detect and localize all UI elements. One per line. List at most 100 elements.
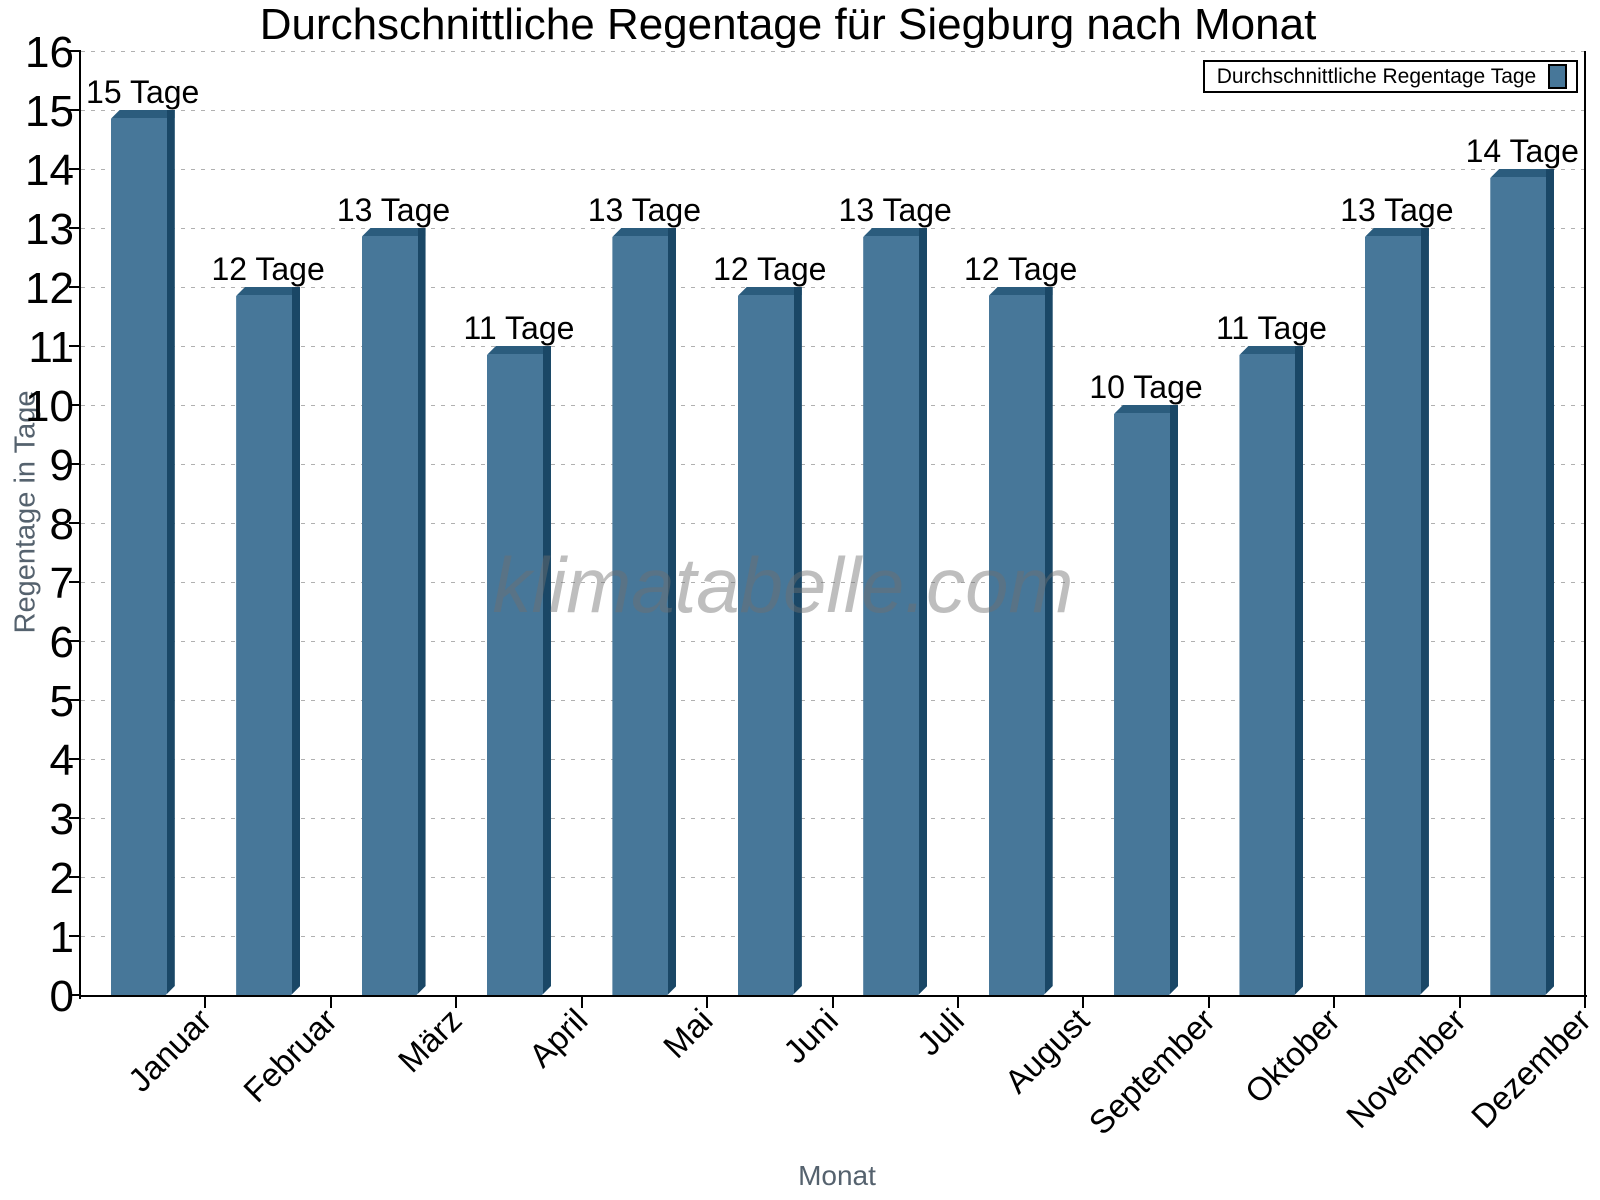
gridline [81, 464, 1584, 465]
y-tick-label: 16 [25, 28, 74, 77]
y-tick-label: 2 [49, 854, 74, 903]
y-tick-label: 11 [28, 323, 74, 372]
legend-swatch-icon [1548, 64, 1567, 89]
y-tick [69, 286, 81, 288]
y-tick-label: 6 [49, 618, 74, 667]
x-tick [204, 997, 207, 1008]
x-tick-label-august: August [997, 1001, 1097, 1101]
x-tick [455, 997, 458, 1008]
y-tick [69, 935, 81, 937]
y-tick [69, 227, 81, 229]
y-tick [69, 50, 81, 52]
x-tick [1207, 997, 1210, 1008]
x-tick [580, 997, 583, 1008]
bar-märz [362, 228, 426, 995]
gridline [81, 51, 1584, 52]
gridline [81, 700, 1584, 701]
chart-title: Durchschnittliche Regentage für Siegburg… [259, 0, 1317, 49]
plot-right-border [1584, 51, 1586, 997]
y-tick-label: 0 [49, 972, 74, 1021]
x-tick-label-februar: Februar [235, 1001, 344, 1110]
gridline [81, 110, 1584, 111]
bar-august [989, 287, 1053, 995]
y-tick [69, 404, 81, 406]
bar-januar [111, 110, 175, 995]
x-tick [1082, 997, 1085, 1008]
x-tick [706, 997, 709, 1008]
x-tick [1458, 997, 1461, 1008]
legend-label: Durchschnittliche Regentage Tage [1216, 64, 1537, 88]
y-tick-label: 1 [49, 913, 74, 962]
bar-value-label: 13 Tage [587, 192, 702, 228]
x-tick-label-märz: März [390, 1001, 470, 1080]
y-tick [69, 699, 81, 701]
y-tick [69, 168, 81, 170]
gridline [81, 641, 1584, 642]
bar-april [487, 346, 551, 995]
gridline [81, 169, 1584, 170]
gridline [81, 877, 1584, 878]
y-tick [69, 876, 81, 878]
gridline [81, 759, 1584, 760]
y-tick [69, 522, 81, 524]
bar-value-label: 15 Tage [86, 74, 200, 110]
bar-value-label: 11 Tage [463, 310, 575, 346]
y-tick [69, 109, 81, 111]
bar-value-label: 12 Tage [211, 251, 325, 287]
y-tick-label: 10 [25, 382, 74, 431]
bar-value-label: 13 Tage [838, 192, 952, 228]
bar-value-label: 12 Tage [713, 251, 827, 287]
x-axis-title: Monat [798, 1160, 876, 1191]
y-tick [69, 640, 81, 642]
y-tick-label: 3 [49, 795, 74, 844]
y-tick [69, 994, 81, 996]
x-tick-label-november: November [1338, 1001, 1473, 1136]
bar-value-label: 11 Tage [1215, 310, 1327, 346]
y-tick [69, 463, 81, 465]
bar-mai [612, 228, 676, 995]
bar-juli [863, 228, 927, 995]
bar-dezember [1490, 169, 1554, 995]
bar-september [1114, 405, 1178, 995]
bar-februar [236, 287, 300, 995]
gridline [81, 287, 1584, 288]
bar-value-label: 13 Tage [1340, 192, 1454, 228]
y-tick-label: 15 [25, 87, 74, 136]
y-tick-label: 7 [49, 559, 74, 608]
bar-value-label: 13 Tage [336, 192, 451, 228]
y-tick [69, 817, 81, 819]
x-axis-line [79, 995, 1587, 997]
x-tick-label-juni: Juni [776, 1001, 846, 1071]
watermark: klimatabelle.com [492, 541, 1074, 629]
y-tick [69, 758, 81, 760]
y-tick [69, 345, 81, 347]
x-tick [956, 997, 959, 1008]
bar-oktober [1239, 346, 1303, 995]
x-tick-label-april: April [521, 1001, 595, 1075]
y-tick [69, 581, 81, 583]
y-tick-label: 12 [25, 264, 74, 313]
bar-november [1365, 228, 1429, 995]
y-tick-label: 5 [49, 677, 74, 726]
x-tick-label-september: September [1081, 1001, 1222, 1142]
gridline [81, 582, 1584, 583]
x-tick [831, 997, 834, 1008]
x-tick [1584, 997, 1586, 1008]
x-tick [1333, 997, 1336, 1008]
legend: Durchschnittliche Regentage Tage [1203, 60, 1578, 93]
x-tick-label-mai: Mai [656, 1001, 720, 1066]
gridline [81, 346, 1584, 347]
x-tick [329, 997, 332, 1008]
x-tick-label-dezember: Dezember [1463, 1001, 1598, 1136]
bar-juni [738, 287, 802, 995]
x-tick-label-januar: Januar [120, 1001, 219, 1099]
bar-value-label: 14 Tage [1465, 133, 1579, 169]
y-axis-line [79, 51, 81, 999]
gridline [81, 523, 1584, 524]
gridline [81, 936, 1584, 937]
gridline [81, 818, 1584, 819]
y-tick-label: 14 [25, 146, 74, 195]
y-tick-label: 8 [49, 500, 74, 549]
x-tick-label-juli: Juli [909, 1001, 971, 1063]
